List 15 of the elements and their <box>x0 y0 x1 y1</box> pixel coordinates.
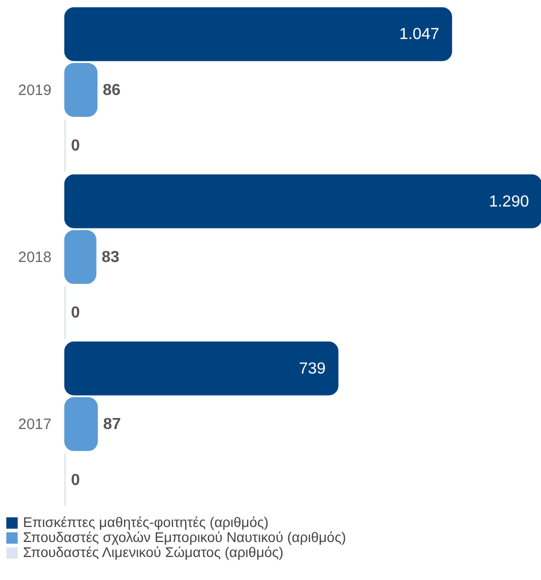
y-tick-label: 2017 <box>18 416 52 434</box>
data-label: 83 <box>102 249 120 266</box>
data-label: 0 <box>71 138 80 155</box>
data-label: 1.047 <box>399 26 440 44</box>
data-label: 87 <box>103 416 121 434</box>
legend-label: Επισκέπτες μαθητές-φοιτητές (αριθμός) <box>23 514 269 530</box>
data-label: 0 <box>71 304 80 322</box>
data-label: 86 <box>102 82 121 99</box>
data-label: 0 <box>71 472 80 489</box>
legend-label: Σπουδαστές Λιμενικού Σώματος (αριθμός) <box>23 544 284 560</box>
y-tick-label: 2019 <box>18 82 52 99</box>
data-label: 1.290 <box>488 193 530 210</box>
data-label: 739 <box>298 360 326 378</box>
y-tick-label: 2018 <box>18 249 52 266</box>
legend-label: Σπουδαστές σχολών Εμπορικού Ναυτικού (αριθμός) <box>23 529 346 545</box>
